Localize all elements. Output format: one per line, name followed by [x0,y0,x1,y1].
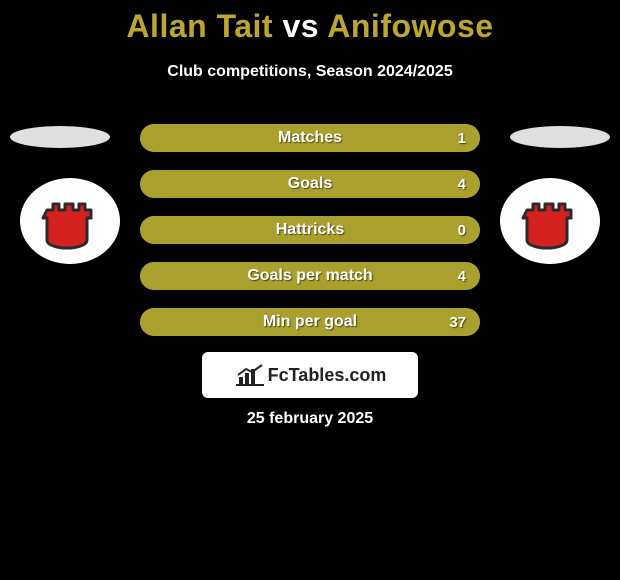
page-title: Allan Tait vs Anifowose [0,8,620,45]
stat-row: Matches 1 [140,124,480,152]
stat-value: 0 [458,222,466,239]
player1-name: Allan Tait [126,8,273,44]
attribution-badge: FcTables.com [202,352,418,398]
tower-icon [519,192,581,250]
stat-label: Hattricks [140,221,480,239]
attribution-text: FcTables.com [268,365,387,386]
player1-club-badge [20,178,120,264]
stat-value: 4 [458,268,466,285]
stats-list: Matches 1 Goals 4 Hattricks 0 Goals per … [140,124,480,336]
stat-label: Goals [140,175,480,193]
player2-name: Anifowose [327,8,493,44]
left-shadow-ellipse [10,126,110,148]
right-shadow-ellipse [510,126,610,148]
stat-label: Goals per match [140,267,480,285]
chart-icon [234,363,266,387]
stat-value: 37 [449,314,466,331]
player2-club-badge [500,178,600,264]
vs-separator: vs [282,8,319,44]
stat-label: Matches [140,129,480,147]
subtitle: Club competitions, Season 2024/2025 [0,63,620,81]
stat-row: Hattricks 0 [140,216,480,244]
stat-value: 1 [458,130,466,147]
stat-row: Goals 4 [140,170,480,198]
stat-row: Min per goal 37 [140,308,480,336]
stat-row: Goals per match 4 [140,262,480,290]
tower-icon [39,192,101,250]
stat-value: 4 [458,176,466,193]
stat-label: Min per goal [140,313,480,331]
date-text: 25 february 2025 [0,410,620,428]
